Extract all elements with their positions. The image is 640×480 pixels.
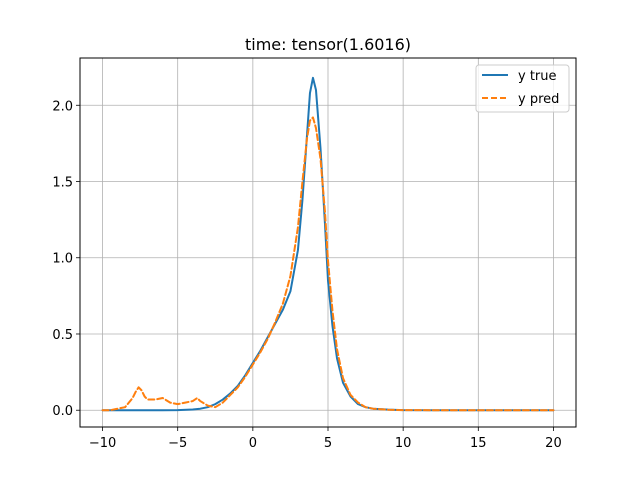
y-tick-label: 1.0 [52, 252, 73, 267]
chart-title: time: tensor(1.6016) [245, 35, 411, 54]
legend: y true y pred [475, 64, 570, 113]
legend-label-y-pred: y pred [518, 92, 559, 107]
x-tick-label: 20 [545, 436, 562, 451]
y-axis: 0.0 0.5 1.0 1.5 2.0 [52, 99, 80, 419]
series-line-y-pred [101, 116, 555, 412]
x-tick-label: −5 [168, 436, 187, 451]
x-axis: −10 −5 0 5 10 15 20 [89, 427, 562, 451]
y-tick-label: 2.0 [52, 99, 73, 114]
x-tick-label: 5 [324, 436, 332, 451]
y-tick-label: 0.5 [52, 328, 73, 343]
series-group [101, 76, 555, 412]
legend-frame [475, 64, 570, 113]
y-tick-label: 1.5 [52, 176, 73, 191]
legend-label-y-true: y true [518, 69, 557, 84]
y-tick-label: 0.0 [52, 404, 73, 419]
x-tick-label: −10 [89, 436, 116, 451]
x-tick-label: 10 [395, 436, 412, 451]
x-tick-label: 0 [249, 436, 257, 451]
x-tick-label: 15 [470, 436, 487, 451]
series-line-y-true [101, 76, 555, 412]
